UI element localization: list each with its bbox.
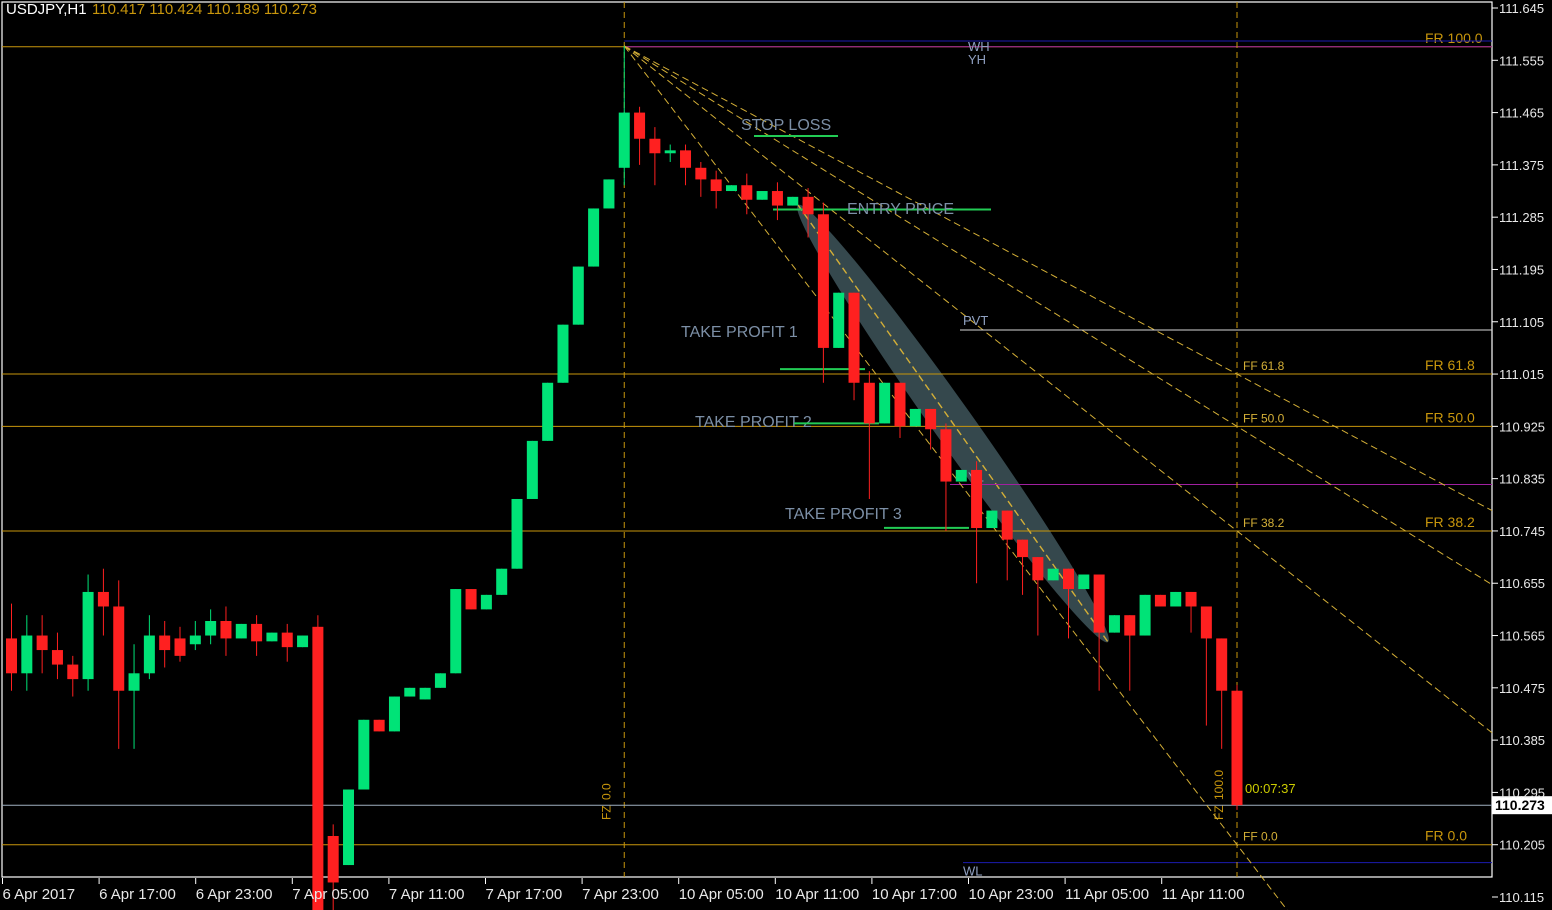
svg-text:110.565: 110.565 xyxy=(1499,629,1545,644)
svg-text:111.555: 111.555 xyxy=(1499,53,1544,68)
svg-text:PVT: PVT xyxy=(963,313,988,328)
svg-text:10 Apr 23:00: 10 Apr 23:00 xyxy=(969,886,1054,903)
svg-text:111.465: 111.465 xyxy=(1499,106,1544,121)
svg-text:7 Apr 11:00: 7 Apr 11:00 xyxy=(389,886,465,903)
svg-text:100.0: 100.0 xyxy=(1212,770,1226,800)
svg-text:FZ: FZ xyxy=(1212,805,1226,820)
svg-text:FZ: FZ xyxy=(599,805,613,820)
svg-text:7 Apr 05:00: 7 Apr 05:00 xyxy=(292,886,369,903)
svg-text:111.015: 111.015 xyxy=(1499,367,1544,382)
svg-text:111.105: 111.105 xyxy=(1499,315,1544,330)
svg-text:110.115: 110.115 xyxy=(1499,890,1544,905)
svg-text:FR 61.8: FR 61.8 xyxy=(1425,357,1475,373)
svg-text:FF 50.0: FF 50.0 xyxy=(1243,411,1285,425)
svg-text:111.645: 111.645 xyxy=(1499,1,1544,16)
svg-text:110.745: 110.745 xyxy=(1499,524,1545,539)
svg-text:FR 0.0: FR 0.0 xyxy=(1425,828,1467,844)
svg-text:USDJPY,H1: USDJPY,H1 xyxy=(6,1,87,18)
svg-text:110.655: 110.655 xyxy=(1499,576,1545,591)
svg-text:111.375: 111.375 xyxy=(1499,158,1544,173)
svg-text:FR 100.0: FR 100.0 xyxy=(1425,30,1483,46)
svg-text:6 Apr 2017: 6 Apr 2017 xyxy=(3,886,76,903)
svg-text:11 Apr 11:00: 11 Apr 11:00 xyxy=(1162,886,1245,903)
svg-text:YH: YH xyxy=(968,52,986,67)
svg-text:6 Apr 17:00: 6 Apr 17:00 xyxy=(99,886,176,903)
svg-text:7 Apr 23:00: 7 Apr 23:00 xyxy=(582,886,659,903)
svg-text:FF 38.2: FF 38.2 xyxy=(1243,516,1285,530)
svg-text:6 Apr 23:00: 6 Apr 23:00 xyxy=(196,886,273,903)
svg-text:FR 50.0: FR 50.0 xyxy=(1425,409,1475,425)
svg-text:TAKE PROFIT 3: TAKE PROFIT 3 xyxy=(785,506,902,523)
svg-text:0.0: 0.0 xyxy=(599,783,613,800)
svg-text:FR 38.2: FR 38.2 xyxy=(1425,514,1475,530)
svg-text:FF 61.8: FF 61.8 xyxy=(1243,359,1285,373)
svg-text:ENTRY PRICE: ENTRY PRICE xyxy=(847,201,954,218)
svg-text:10 Apr 17:00: 10 Apr 17:00 xyxy=(872,886,957,903)
svg-text:111.195: 111.195 xyxy=(1499,262,1544,277)
svg-text:7 Apr 17:00: 7 Apr 17:00 xyxy=(486,886,563,903)
svg-text:FF 0.0: FF 0.0 xyxy=(1243,830,1278,844)
svg-text:10 Apr 11:00: 10 Apr 11:00 xyxy=(775,886,859,903)
svg-text:110.205: 110.205 xyxy=(1499,838,1545,853)
svg-text:11 Apr 05:00: 11 Apr 05:00 xyxy=(1065,886,1149,903)
svg-text:110.835: 110.835 xyxy=(1499,472,1545,487)
svg-text:STOP LOSS: STOP LOSS xyxy=(741,117,831,134)
svg-text:110.295: 110.295 xyxy=(1499,785,1545,800)
svg-text:111.285: 111.285 xyxy=(1499,210,1544,225)
svg-text:110.385: 110.385 xyxy=(1499,733,1545,748)
svg-text:10 Apr 05:00: 10 Apr 05:00 xyxy=(679,886,764,903)
svg-text:110.417 110.424 110.189 110.27: 110.417 110.424 110.189 110.273 xyxy=(92,1,317,18)
svg-text:WL: WL xyxy=(963,864,983,879)
svg-text:110.475: 110.475 xyxy=(1499,681,1545,696)
svg-text:TAKE PROFIT 1: TAKE PROFIT 1 xyxy=(681,324,798,341)
svg-text:110.925: 110.925 xyxy=(1499,419,1545,434)
svg-text:00:07:37: 00:07:37 xyxy=(1245,781,1296,796)
